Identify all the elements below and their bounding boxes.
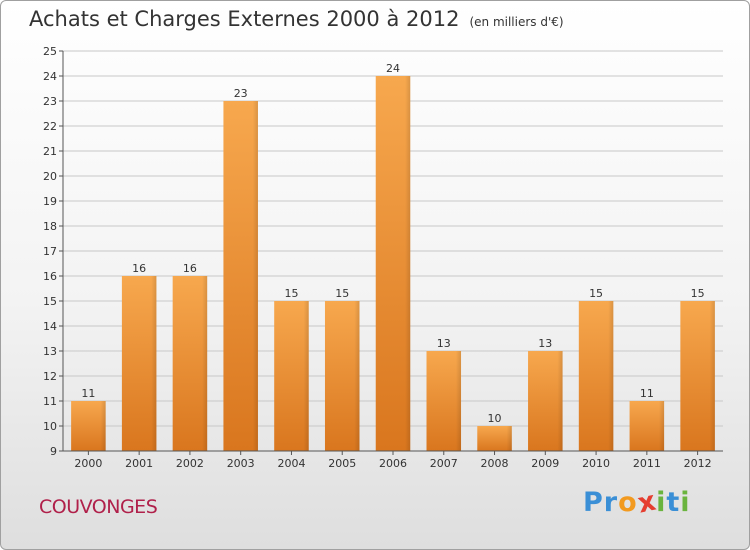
bar-shade-2002	[172, 276, 208, 451]
value-label-2000: 11	[81, 387, 95, 400]
y-tick-label: 20	[43, 170, 57, 183]
x-tick-label-2005: 2005	[328, 457, 356, 470]
y-tick-label: 13	[43, 345, 57, 358]
bar-shade-2005	[324, 301, 360, 451]
bar-shade-2010	[578, 301, 614, 451]
y-tick-label: 18	[43, 220, 57, 233]
bar-shade-2007	[426, 351, 462, 451]
y-tick-label: 21	[43, 145, 57, 158]
commune-name: COUVONGES	[39, 496, 158, 518]
y-tick-label: 10	[43, 420, 57, 433]
label-layer: 11 16 16 23 15 15 24 13 10 13 15 11 15	[81, 62, 704, 425]
value-label-2008: 10	[488, 412, 502, 425]
bar-shade-2000	[71, 401, 106, 451]
proxiti-logo[interactable]: Proxiti	[583, 485, 691, 519]
y-tick-label: 17	[43, 245, 57, 258]
bar-shade-2004	[274, 301, 309, 451]
y-tick-label: 24	[43, 70, 57, 83]
bar-layer	[71, 76, 715, 451]
y-tick-label: 12	[43, 370, 57, 383]
value-label-2004: 15	[284, 287, 298, 300]
value-label-2009: 13	[538, 337, 552, 350]
logo-letter: P	[583, 487, 604, 518]
bar-shade-2011	[629, 401, 665, 451]
y-tick-label: 16	[43, 270, 57, 283]
chart-title-text: Achats et Charges Externes 2000 à 2012	[29, 7, 460, 31]
y-tick-label: 25	[43, 45, 57, 58]
logo-letter: i	[656, 487, 667, 518]
x-tick-label-2002: 2002	[176, 457, 204, 470]
y-tick-label: 9	[50, 445, 57, 458]
bar-shade-2001	[121, 276, 157, 451]
y-tick-label: 14	[43, 320, 57, 333]
bar-shade-2009	[528, 351, 563, 451]
value-label-2011: 11	[640, 387, 654, 400]
x-tick-label-2011: 2011	[633, 457, 661, 470]
logo-letter: i	[680, 487, 691, 518]
value-label-2002: 16	[183, 262, 197, 275]
x-tick-label-2001: 2001	[125, 457, 153, 470]
logo-letter: t	[666, 487, 681, 518]
chart-subtitle: (en milliers d'€)	[469, 15, 564, 29]
value-label-2012: 15	[691, 287, 705, 300]
x-tick-label-2006: 2006	[379, 457, 407, 470]
value-label-2010: 15	[589, 287, 603, 300]
bar-shade-2008	[477, 426, 512, 451]
value-label-2006: 24	[386, 62, 400, 75]
x-tick-label-2003: 2003	[227, 457, 255, 470]
value-label-2001: 16	[132, 262, 146, 275]
x-tick-label-2012: 2012	[684, 457, 712, 470]
x-tick-label-2010: 2010	[582, 457, 610, 470]
value-label-2005: 15	[335, 287, 349, 300]
logo-letter: o	[618, 487, 638, 518]
y-tick-label: 22	[43, 120, 57, 133]
y-tick-label: 19	[43, 195, 57, 208]
x-tick-label-2000: 2000	[74, 457, 102, 470]
y-tick-label: 11	[43, 395, 57, 408]
x-tick-label-2004: 2004	[277, 457, 305, 470]
x-tick-label-2009: 2009	[531, 457, 559, 470]
bar-shade-2012	[680, 301, 715, 451]
axis-layer: 9 10 11 12 13 14 15 16 17 18 19 20 21 22 23 24 25 2000 200…	[43, 45, 723, 470]
y-tick-label: 15	[43, 295, 57, 308]
bar-shade-2003	[223, 101, 258, 451]
bar-shade-2006	[375, 76, 411, 451]
y-tick-label: 23	[43, 95, 57, 108]
logo-letter: r	[603, 487, 619, 518]
value-label-2003: 23	[234, 87, 248, 100]
chart-title: Achats et Charges Externes 2000 à 2012 (e…	[29, 7, 564, 31]
x-tick-label-2008: 2008	[481, 457, 509, 470]
x-tick-label-2007: 2007	[430, 457, 458, 470]
value-label-2007: 13	[437, 337, 451, 350]
